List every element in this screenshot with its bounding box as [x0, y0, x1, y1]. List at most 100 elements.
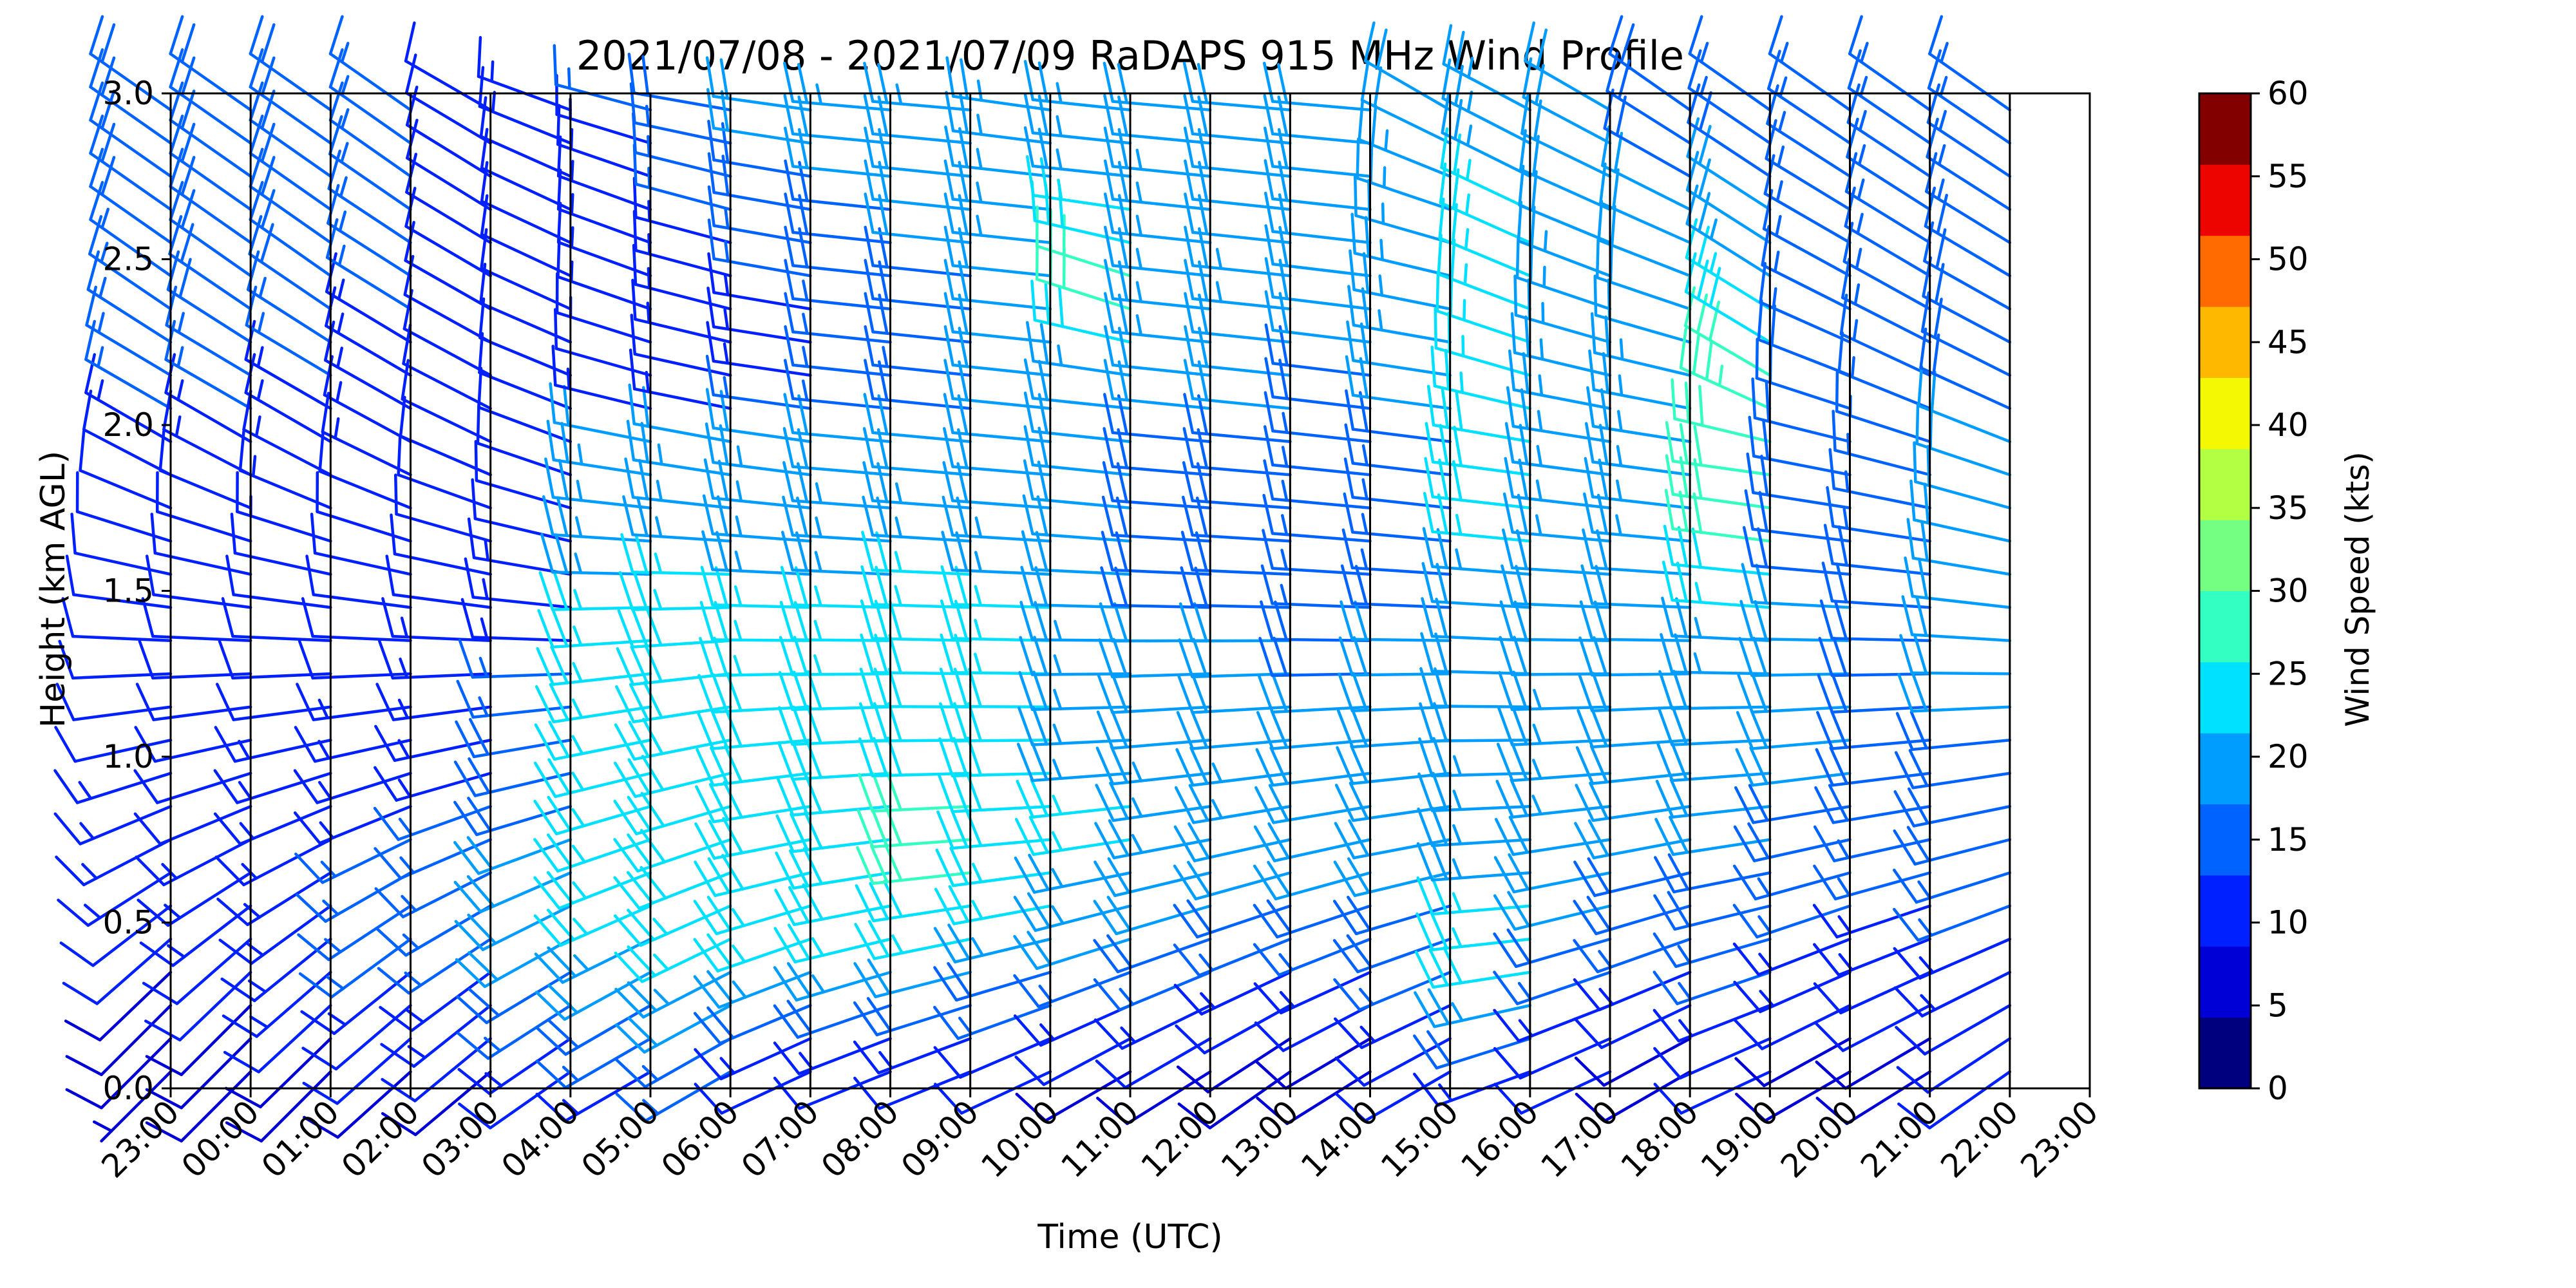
wind-barb-feather: [1255, 1060, 1287, 1090]
wind-barb: [477, 366, 573, 443]
wind-barb-half-feather: [882, 346, 889, 368]
wind-barb: [214, 838, 332, 887]
wind-barb: [1093, 934, 1212, 974]
wind-barb: [379, 971, 492, 1032]
wind-barb-feather: [945, 56, 955, 98]
x-tick-label: 00:00: [175, 1093, 267, 1185]
wind-barb-staff: [180, 1037, 252, 1110]
wind-barb-feather: [1602, 352, 1609, 394]
wind-barb-feather: [1023, 93, 1035, 135]
wind-barb-feather: [723, 744, 743, 784]
wind-barb: [1184, 225, 1292, 278]
chart-title: 2021/07/08 - 2021/07/09 RaDAPS 915 MHz W…: [576, 32, 1684, 79]
wind-barb-half-feather: [1775, 214, 1782, 238]
wind-barb: [1734, 1037, 1852, 1088]
wind-barb-staff: [249, 151, 332, 211]
wind-barb-half-feather: [1053, 688, 1063, 710]
wind-barb-staff: [1430, 838, 1532, 848]
wind-barb-staff: [1350, 602, 1452, 609]
wind-barb-staff: [1031, 772, 1132, 782]
wind-barb-feather: [1674, 633, 1688, 674]
wind-barb: [1442, 24, 1532, 111]
wind-barb: [1653, 1004, 1772, 1043]
wind-barb-staff: [1761, 263, 1852, 310]
wind-barb: [374, 766, 492, 802]
x-tick-label: 16:00: [1454, 1093, 1546, 1185]
wind-barb-feather: [777, 741, 795, 781]
wind-barb-feather: [1182, 461, 1195, 502]
wind-barb-feather: [719, 58, 729, 100]
wind-barb: [377, 938, 492, 995]
wind-barb-feather: [943, 259, 954, 301]
wind-barb: [777, 739, 892, 781]
wind-barb-staff: [73, 739, 173, 763]
wind-barb-feather: [1817, 674, 1834, 714]
wind-barb: [1493, 1037, 1612, 1080]
wind-barb-feather: [947, 923, 971, 960]
wind-barb-half-feather: [337, 244, 346, 267]
wind-barb-half-feather: [1131, 833, 1144, 855]
wind-barb: [1416, 841, 1532, 882]
wind-barb: [230, 513, 332, 576]
wind-barb-staff: [471, 596, 573, 609]
wind-barb-feather: [1679, 422, 1689, 465]
wind-barb-feather: [1510, 778, 1529, 817]
wind-barb-feather: [1762, 418, 1770, 460]
wind-barb: [328, 81, 412, 178]
wind-barb-feather: [1192, 638, 1208, 678]
wind-barb-staff: [634, 805, 732, 836]
wind-barb-half-feather: [1615, 479, 1623, 502]
wind-barb-feather: [707, 152, 715, 194]
wind-barb-feather: [951, 809, 969, 849]
wind-barb-staff: [477, 406, 573, 443]
wind-barb: [135, 838, 252, 887]
wind-barb: [1182, 61, 1292, 111]
wind-barb-feather: [1909, 479, 1916, 522]
wind-barb-staff: [1762, 1037, 1852, 1088]
wind-barb-half-feather: [83, 904, 102, 920]
wind-barb-feather: [89, 114, 104, 155]
wind-barb-staff: [312, 593, 412, 609]
wind-barb-feather: [1513, 274, 1518, 317]
wind-barb-feather: [1175, 748, 1195, 787]
wind-barb-feather: [1037, 460, 1048, 502]
wind-barb-staff: [238, 469, 332, 509]
wind-barb: [773, 999, 892, 1039]
wind-barb: [1419, 702, 1532, 743]
wind-barb-staff: [175, 938, 252, 1005]
wind-barb-feather: [295, 893, 327, 923]
wind-barb-staff: [1111, 264, 1212, 278]
wind-barb: [1813, 864, 1931, 901]
wind-barb-half-feather: [482, 578, 489, 600]
wind-barb-feather: [554, 308, 558, 350]
wind-barb-feather: [1273, 636, 1288, 677]
wind-barb-feather: [798, 194, 809, 236]
wind-barb-staff: [1830, 739, 1931, 750]
wind-barb-staff: [257, 1004, 332, 1074]
wind-barb-feather: [1812, 904, 1839, 939]
wind-barb-staff: [791, 397, 892, 410]
wind-barb-feather: [1349, 249, 1356, 292]
wind-barb-feather: [1497, 706, 1514, 746]
wind-barb-feather: [706, 895, 732, 931]
wind-barb-feather: [1438, 197, 1445, 240]
wind-barb-feather: [1103, 126, 1115, 168]
wind-barb-feather: [875, 565, 888, 607]
wind-barb-staff: [164, 358, 252, 410]
wind-barb-feather: [1358, 99, 1365, 142]
wind-barb-feather: [613, 838, 639, 873]
wind-barb: [864, 225, 972, 278]
wind-barb-feather: [1930, 370, 1937, 413]
wind-barb-feather: [1338, 636, 1354, 677]
wind-barb-feather: [169, 48, 184, 89]
wind-barb-feather: [1893, 947, 1922, 980]
wind-barb-feather: [861, 531, 875, 572]
wind-barb-staff: [1031, 532, 1132, 543]
wind-barb: [534, 938, 652, 984]
wind-barb-feather: [1513, 600, 1528, 641]
wind-barb-feather: [1437, 493, 1448, 535]
wind-barb-staff: [244, 358, 332, 410]
wind-barb-half-feather: [249, 1015, 269, 1029]
wind-barb-feather: [64, 1019, 102, 1042]
wind-barb-feather: [89, 81, 104, 122]
